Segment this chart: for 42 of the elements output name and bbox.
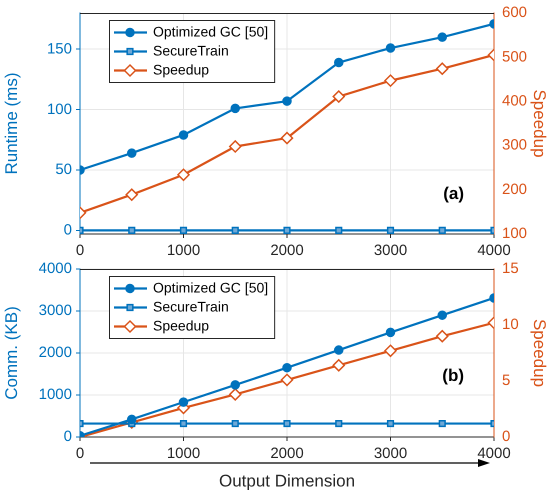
y-axis-title: Comm. (KB) bbox=[2, 306, 21, 400]
x-tick-label: 1000 bbox=[166, 445, 200, 462]
y-tick-label: 150 bbox=[46, 40, 72, 58]
x-tick-label: 4000 bbox=[477, 445, 511, 462]
legend-label: Optimized GC [50] bbox=[153, 23, 268, 40]
x-tick-label: 4000 bbox=[477, 242, 511, 260]
x-tick-label: 3000 bbox=[374, 445, 408, 462]
y-tick-label: 0 bbox=[64, 428, 72, 446]
legend-label: Optimized GC [50] bbox=[153, 279, 268, 296]
x-tick-label: 2000 bbox=[270, 242, 304, 260]
y2-tick-label: 600 bbox=[502, 4, 528, 22]
y2-axis-title: Speedup bbox=[530, 318, 550, 388]
y2-tick-label: 400 bbox=[502, 92, 528, 110]
x-tick-label: 1000 bbox=[166, 242, 200, 260]
x-tick-label: 2000 bbox=[270, 445, 304, 462]
y-tick-label: 3000 bbox=[38, 302, 72, 320]
legend-label: Speedup bbox=[153, 317, 210, 334]
legend-label: Speedup bbox=[153, 61, 210, 78]
y-tick-label: 2000 bbox=[38, 344, 72, 362]
x-tick-label: 0 bbox=[76, 445, 84, 462]
y2-axis-title: Speedup bbox=[530, 89, 550, 158]
annotation: (b) bbox=[442, 366, 464, 386]
y2-tick-label: 10 bbox=[502, 316, 519, 334]
x-tick-label: 0 bbox=[76, 242, 84, 260]
y-tick-label: 100 bbox=[46, 100, 72, 118]
y-tick-label: 50 bbox=[55, 161, 72, 178]
annotation: (a) bbox=[443, 184, 464, 203]
x-tick-label: 3000 bbox=[374, 242, 408, 260]
y2-tick-label: 0 bbox=[502, 428, 510, 446]
legend-label: SecureTrain bbox=[153, 42, 229, 58]
y-tick-label: 4000 bbox=[38, 260, 72, 278]
legend-label: SecureTrain bbox=[153, 298, 229, 314]
y-axis-title: Runtime (ms) bbox=[2, 72, 21, 175]
x-axis-title: Output Dimension bbox=[218, 471, 356, 490]
y2-tick-label: 100 bbox=[502, 225, 528, 242]
y2-tick-label: 15 bbox=[502, 260, 519, 278]
y2-tick-label: 5 bbox=[502, 372, 510, 390]
y2-tick-label: 200 bbox=[502, 180, 528, 198]
y2-tick-label: 300 bbox=[502, 136, 528, 154]
y-tick-label: 0 bbox=[64, 222, 72, 239]
y-tick-label: 1000 bbox=[38, 386, 72, 404]
y2-tick-label: 500 bbox=[502, 48, 528, 66]
